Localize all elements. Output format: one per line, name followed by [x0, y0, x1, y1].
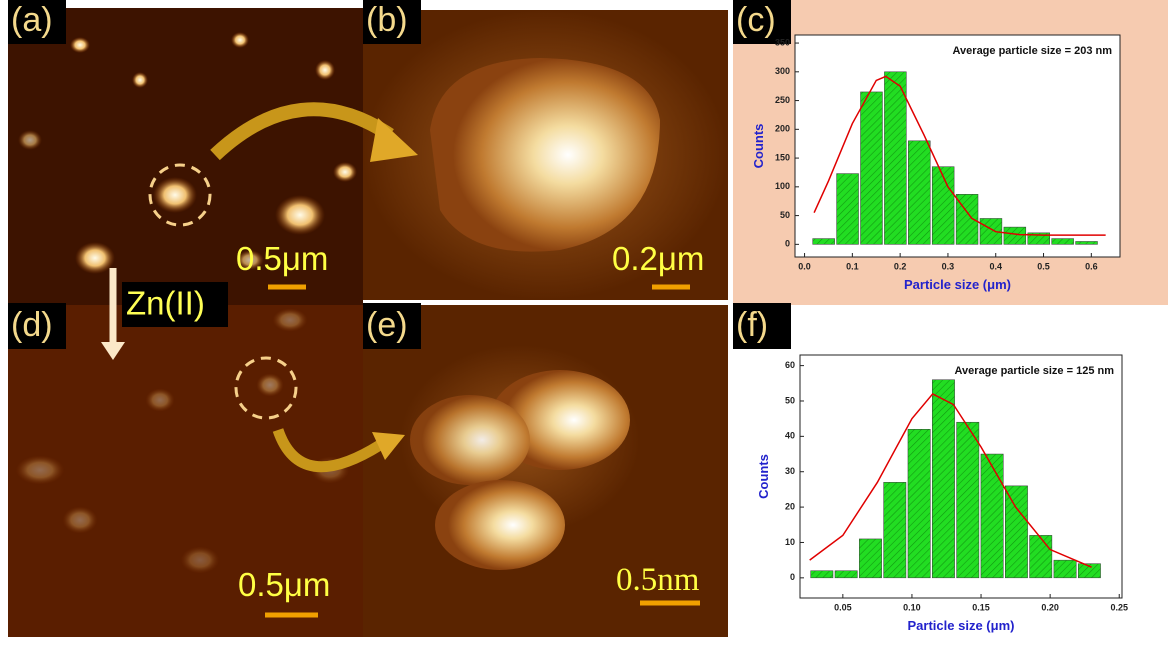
x-tick-label: 0.15 — [972, 602, 990, 612]
y-tick-label: 350 — [775, 37, 790, 47]
bar — [981, 454, 1003, 578]
bar — [835, 571, 857, 578]
bar — [908, 141, 930, 245]
y-tick-label: 100 — [775, 181, 790, 191]
bar — [1076, 241, 1098, 244]
x-axis-label: Particle size (μm) — [908, 618, 1015, 633]
y-tick-label: 20 — [785, 501, 795, 511]
x-tick-label: 0.20 — [1041, 602, 1059, 612]
bar — [932, 380, 954, 578]
x-tick-label: 0.25 — [1110, 602, 1128, 612]
x-tick-label: 0.05 — [834, 602, 852, 612]
x-tick-label: 0.10 — [903, 602, 921, 612]
y-tick-label: 40 — [785, 431, 795, 441]
x-axis-label: Particle size (μm) — [904, 277, 1011, 292]
bar — [1052, 239, 1074, 245]
x-tick-label: 0.1 — [846, 261, 859, 271]
scale-text: 0.5μm — [236, 240, 328, 277]
bar — [884, 72, 906, 245]
y-tick-label: 200 — [775, 124, 790, 134]
annotation: Average particle size = 203 nm — [953, 45, 1113, 57]
y-tick-label: 30 — [785, 466, 795, 476]
bar — [1030, 535, 1052, 577]
y-axis-label: Counts — [751, 124, 766, 169]
y-tick-label: 50 — [785, 395, 795, 405]
panel-label: (b) — [366, 1, 408, 39]
panel-label: (e) — [366, 306, 408, 344]
figure: Zn(II) (a) (b) (c) (d) (e) (f) 0.5μm 0.2μm 0.… — [0, 0, 1168, 645]
panel-label: (c) — [736, 1, 776, 39]
bar — [837, 174, 859, 245]
x-tick-label: 0.6 — [1085, 261, 1098, 271]
y-tick-label: 10 — [785, 537, 795, 547]
scale-text: 0.2μm — [612, 240, 704, 277]
scale-text: 0.5μm — [238, 566, 330, 603]
bar — [908, 429, 930, 578]
arrow-label: Zn(II) — [126, 285, 205, 322]
bar — [861, 92, 883, 244]
y-axis-label: Counts — [756, 454, 771, 499]
bar — [884, 482, 906, 578]
panel-label: (f) — [736, 306, 768, 344]
bar — [859, 539, 881, 578]
x-tick-label: 0.5 — [1037, 261, 1050, 271]
panel-label: (d) — [11, 306, 53, 344]
bar — [932, 167, 954, 245]
bar — [813, 239, 835, 245]
y-tick-label: 150 — [775, 152, 790, 162]
y-tick-label: 300 — [775, 66, 790, 76]
y-tick-label: 60 — [785, 360, 795, 370]
panel-label: (a) — [11, 1, 53, 39]
page: Zn(II) (a) (b) (c) (d) (e) (f) 0.5μm 0.2μm 0.… — [0, 0, 1168, 645]
y-tick-label: 0 — [785, 239, 790, 249]
bar — [957, 422, 979, 578]
bar — [1005, 486, 1027, 578]
x-tick-label: 0.0 — [798, 261, 811, 271]
x-tick-label: 0.3 — [942, 261, 955, 271]
scale-text: 0.5nm — [616, 562, 700, 598]
bar — [1004, 227, 1026, 244]
bar — [811, 571, 833, 578]
y-tick-label: 0 — [790, 572, 795, 582]
y-tick-label: 50 — [780, 210, 790, 220]
x-tick-label: 0.2 — [894, 261, 907, 271]
x-tick-label: 0.4 — [989, 261, 1002, 271]
y-tick-label: 250 — [775, 95, 790, 105]
bar — [1054, 560, 1076, 578]
annotation: Average particle size = 125 nm — [955, 365, 1115, 377]
